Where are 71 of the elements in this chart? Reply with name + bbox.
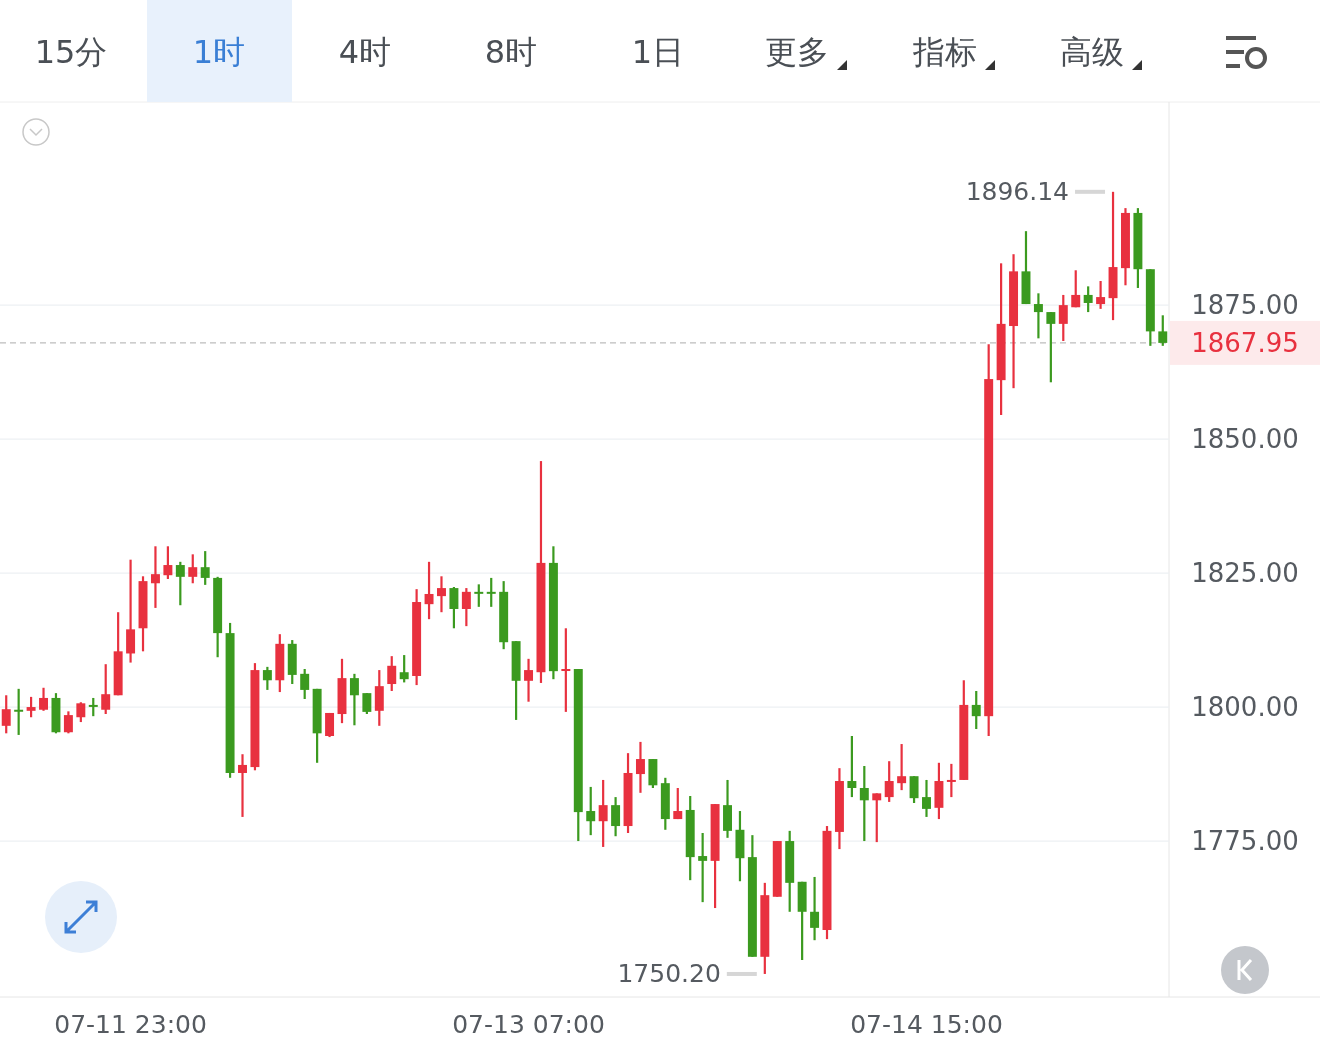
candlestick <box>1096 279 1106 310</box>
text: 15分 <box>34 33 108 71</box>
candlestick <box>449 585 459 630</box>
candlestick <box>1033 292 1043 340</box>
candlestick <box>635 740 645 794</box>
text: 4时 <box>338 33 392 71</box>
candlestick <box>897 742 907 792</box>
candlestick <box>101 663 111 716</box>
annotation: 1750.20 <box>617 959 721 989</box>
text: 1日 <box>631 33 685 71</box>
candlestick <box>349 672 359 727</box>
candlestick <box>810 875 820 942</box>
candlestick <box>884 760 894 804</box>
candlestick <box>611 796 621 838</box>
candlestick <box>163 545 173 581</box>
candlestick <box>1 694 11 735</box>
candlestick <box>1083 285 1093 314</box>
candlestick <box>175 560 185 607</box>
candlestick <box>325 711 335 739</box>
candlestick <box>362 692 372 716</box>
y-tick-label: 1875.00 <box>1191 290 1299 321</box>
candlestick <box>1046 310 1056 384</box>
y-tick-label: 1850.00 <box>1191 424 1299 455</box>
text: 8时 <box>484 33 538 71</box>
text: 高级 <box>1060 33 1124 71</box>
candlestick <box>1158 314 1168 347</box>
candlestick <box>698 831 708 904</box>
candlestick <box>262 665 272 692</box>
candlestick <box>673 786 683 821</box>
candlestick <box>63 710 73 735</box>
ref-line-label: 1867.95 <box>1191 327 1299 358</box>
y-tick-label: 1825.00 <box>1191 558 1299 589</box>
candlestick <box>26 695 36 719</box>
x-tick-label: 07-13 07:00 <box>452 1009 605 1039</box>
candlestick <box>561 627 571 713</box>
candlestick <box>524 657 534 703</box>
x-tick-label: 07-11 23:00 <box>54 1009 207 1039</box>
candlestick <box>909 775 919 805</box>
candlestick <box>859 764 869 843</box>
candlestick <box>872 792 882 844</box>
annotation: 1896.14 <box>965 177 1070 207</box>
candlestick <box>300 667 310 701</box>
candlestick <box>1071 269 1081 309</box>
candlestick <box>437 575 446 614</box>
candlestick <box>461 586 471 628</box>
candlestick <box>200 550 210 586</box>
candlestick <box>971 689 981 731</box>
candlestick <box>76 701 86 724</box>
candlestick <box>847 734 857 799</box>
candlestick <box>424 560 434 621</box>
candlestick <box>188 553 198 585</box>
candlestick <box>1058 293 1068 343</box>
candlestick <box>387 655 397 693</box>
candlestick <box>88 696 98 718</box>
candlestick <box>474 583 484 608</box>
candlestick <box>39 686 48 712</box>
candlestick <box>946 762 956 799</box>
candlestick <box>586 785 596 837</box>
candlestick <box>14 687 24 737</box>
text: 指标 <box>912 33 977 71</box>
text: 更多 <box>765 33 829 71</box>
candlestick <box>399 653 409 684</box>
candlestick <box>922 778 931 819</box>
x-tick-label: 07-14 15:00 <box>850 1009 1003 1039</box>
candlestick <box>238 753 247 819</box>
y-tick-label: 1800.00 <box>1191 692 1299 723</box>
text: 1时 <box>192 33 246 71</box>
candlestick <box>150 545 160 610</box>
y-tick-label: 1775.00 <box>1191 826 1299 857</box>
candlestick <box>598 778 608 849</box>
candlestick <box>486 576 496 608</box>
